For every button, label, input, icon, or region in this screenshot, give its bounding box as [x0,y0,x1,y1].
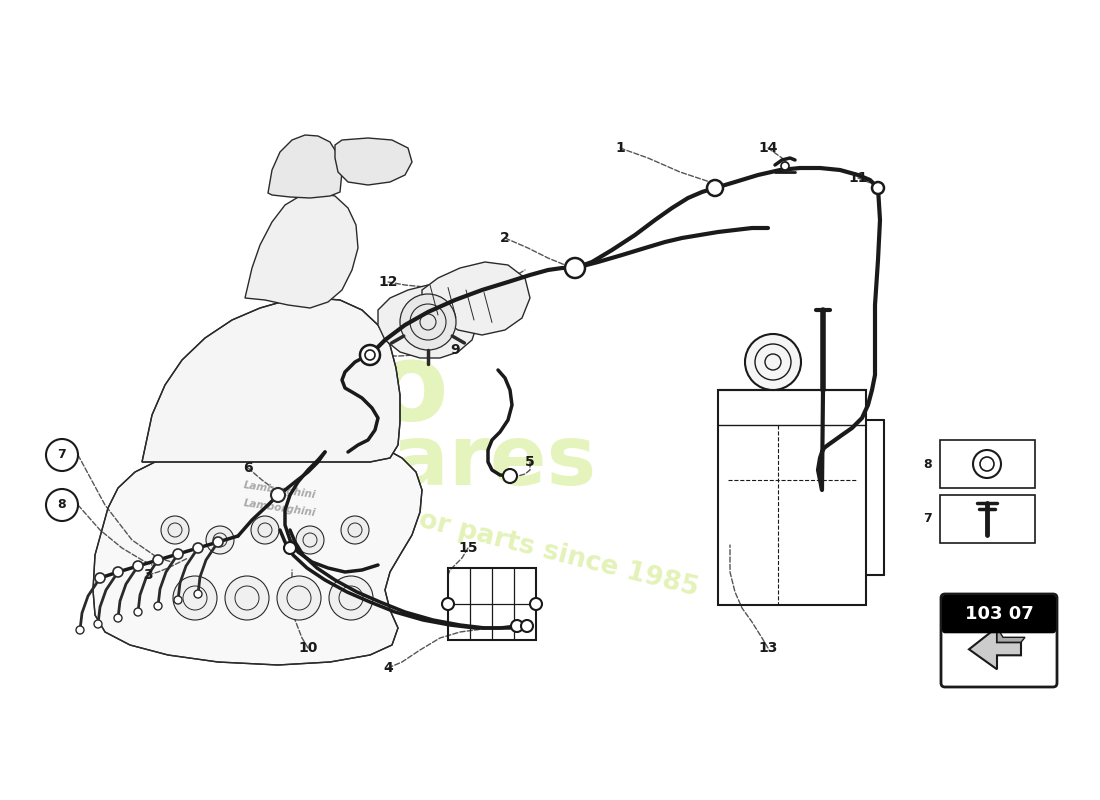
Circle shape [400,294,456,350]
Circle shape [194,590,202,598]
Text: euro: euro [170,337,449,443]
Circle shape [206,526,234,554]
Circle shape [114,614,122,622]
Circle shape [530,598,542,610]
Circle shape [341,516,368,544]
Circle shape [284,542,296,554]
Circle shape [503,469,517,483]
Circle shape [113,567,123,577]
Bar [718,390,866,605]
Circle shape [296,526,324,554]
Bar [940,495,1035,543]
Circle shape [95,573,104,583]
Text: Lamborghini: Lamborghini [243,480,317,500]
Polygon shape [422,262,530,335]
Text: 12: 12 [378,275,398,289]
Text: 10: 10 [298,641,318,655]
Polygon shape [378,285,478,358]
Circle shape [154,602,162,610]
Polygon shape [245,193,358,308]
Text: 7: 7 [57,449,66,462]
Text: 14: 14 [758,141,778,155]
Polygon shape [268,135,342,198]
Text: 5: 5 [525,455,535,469]
Text: 2: 2 [500,231,510,245]
Circle shape [134,608,142,616]
Circle shape [133,561,143,571]
Text: 9: 9 [450,343,460,357]
Polygon shape [969,627,1021,670]
Circle shape [174,596,182,604]
FancyBboxPatch shape [942,595,1056,634]
Text: 1: 1 [615,141,625,155]
Text: 103 07: 103 07 [965,605,1033,623]
FancyBboxPatch shape [940,594,1057,687]
Text: 4: 4 [383,661,393,675]
Polygon shape [142,298,400,462]
Text: 11: 11 [848,171,868,185]
Circle shape [161,516,189,544]
Circle shape [271,488,285,502]
Circle shape [213,537,223,547]
Circle shape [512,620,522,632]
Circle shape [974,450,1001,478]
Text: 7: 7 [924,513,933,526]
Text: 13: 13 [758,641,778,655]
Circle shape [277,576,321,620]
Polygon shape [94,438,422,665]
Circle shape [781,162,789,170]
Circle shape [442,598,454,610]
Text: a passion for parts since 1985: a passion for parts since 1985 [258,468,701,602]
Polygon shape [997,627,1025,642]
Bar [448,568,536,640]
Polygon shape [336,138,412,185]
Text: 3: 3 [143,568,153,582]
Text: 6: 6 [243,461,253,475]
Circle shape [226,576,270,620]
Circle shape [565,258,585,278]
Circle shape [94,620,102,628]
Circle shape [173,549,183,559]
Circle shape [521,620,534,632]
Circle shape [329,576,373,620]
Text: 8: 8 [924,458,933,470]
Circle shape [745,334,801,390]
Circle shape [173,576,217,620]
Text: Lamborghini: Lamborghini [243,498,317,518]
Circle shape [192,543,204,553]
Circle shape [360,345,379,365]
Circle shape [76,626,84,634]
Bar [940,440,1035,488]
Text: 15: 15 [459,541,477,555]
Text: 8: 8 [57,498,66,511]
Circle shape [872,182,884,194]
Circle shape [707,180,723,196]
Text: spares: spares [284,422,596,502]
Circle shape [153,555,163,565]
Circle shape [251,516,279,544]
